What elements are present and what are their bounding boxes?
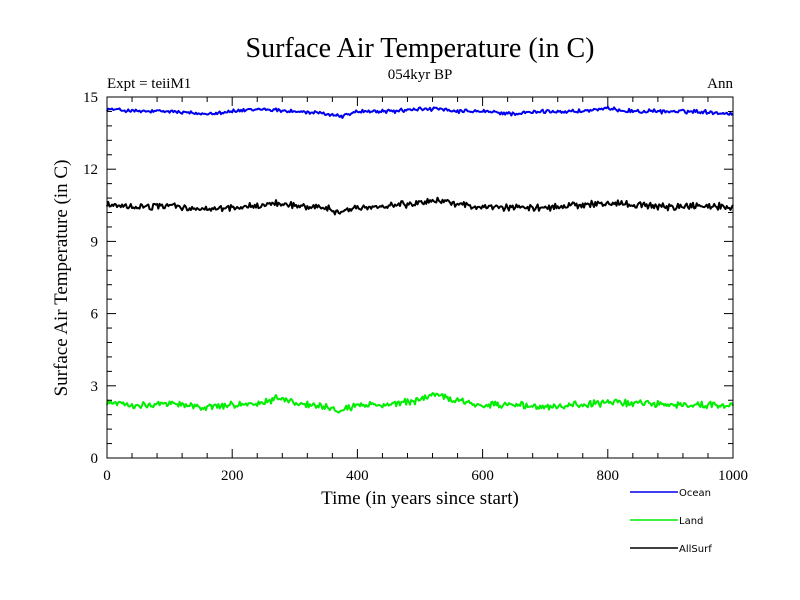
plot-frame (106, 96, 734, 459)
y-tick-label: 6 (91, 307, 99, 323)
x-tick-label: 800 (597, 468, 620, 484)
axes-group: 0 200 400 600 800 1000 0 3 6 9 12 15 (83, 90, 748, 484)
y-tick-label: 15 (83, 90, 98, 106)
legend-label-land: Land (679, 516, 703, 527)
series-group (106, 105, 734, 414)
season-label: Ann (707, 76, 733, 92)
y-axis-label: Surface Air Temperature (in C) (51, 160, 72, 397)
y-tick-label: 3 (91, 379, 99, 395)
x-axis-label: Time (in years since start) (321, 488, 519, 509)
x-tick-label: 200 (221, 468, 244, 484)
legend-label-ocean: Ocean (679, 488, 711, 499)
legend-label-allsurf: AllSurf (679, 544, 712, 555)
y-tick-label: 0 (91, 451, 99, 467)
series-line-ocean (106, 105, 734, 119)
series-line-allsurf (106, 196, 734, 216)
x-tick-label: 1000 (718, 468, 748, 484)
x-tick-label: 400 (346, 468, 369, 484)
experiment-label: Expt = teiiM1 (107, 76, 191, 92)
x-tick-label: 0 (103, 468, 111, 484)
y-tick-label: 9 (91, 234, 99, 250)
x-tick-label: 600 (471, 468, 494, 484)
legend: Ocean Land AllSurf (630, 488, 712, 555)
series-line-land (106, 392, 734, 414)
y-tick-label: 12 (83, 162, 98, 178)
chart-title: Surface Air Temperature (in C) (246, 33, 595, 64)
chart-subtitle: 054kyr BP (388, 67, 453, 83)
